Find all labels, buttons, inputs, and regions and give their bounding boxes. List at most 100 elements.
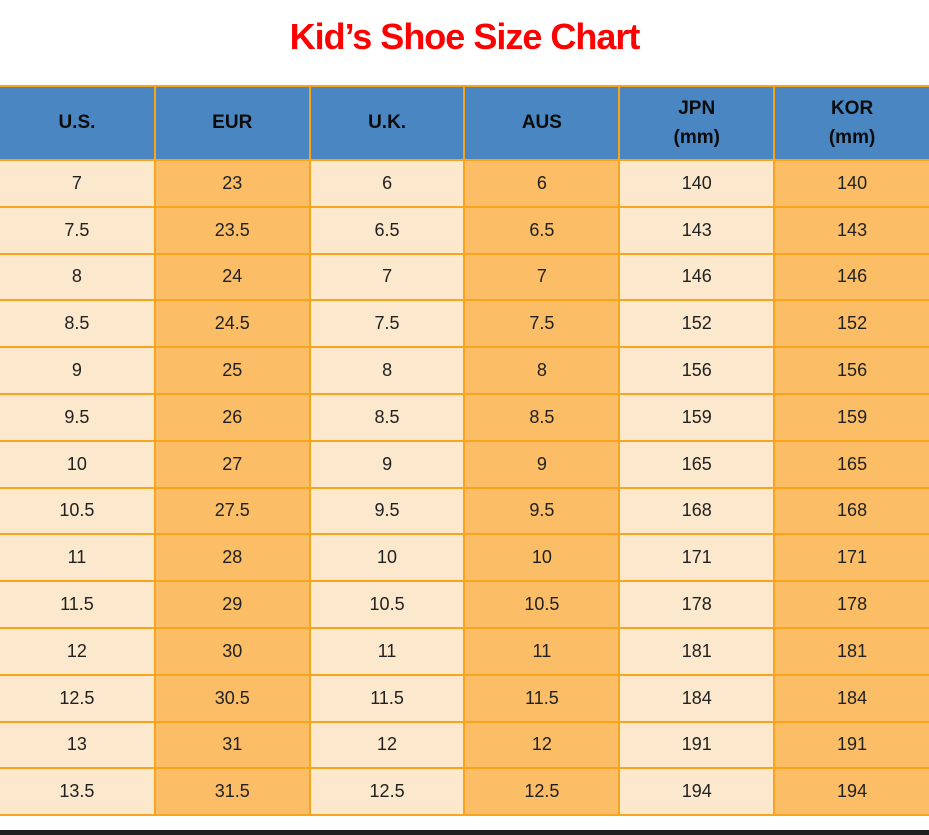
- table-cell: 178: [618, 580, 776, 629]
- table-cell: 10.5: [308, 580, 466, 629]
- column-header-label: EUR: [212, 112, 253, 134]
- table-row: 8.5 24.5 7.5 7.5 152 152: [0, 299, 929, 349]
- table-row: 11.5 29 10.5 10.5 178 178: [0, 580, 929, 629]
- table-cell: 10.5: [0, 486, 156, 536]
- table-cell: 146: [773, 252, 929, 302]
- table-cell: 26: [153, 392, 311, 442]
- column-header-label: U.K.: [368, 112, 407, 134]
- column-header: U.K.: [308, 85, 466, 161]
- table-cell: 7.5: [0, 205, 156, 255]
- table-cell: 27.5: [153, 486, 311, 536]
- table-cell: 6.5: [463, 205, 621, 255]
- table-row: 12 30 11 11 181 181: [0, 626, 929, 676]
- table-cell: 7: [0, 159, 156, 208]
- table-cell: 30: [153, 626, 311, 676]
- table-cell: 194: [773, 767, 929, 817]
- table-cell: 7: [463, 252, 621, 302]
- table-cell: 146: [618, 252, 776, 302]
- column-header: JPN (mm): [618, 85, 776, 161]
- table-cell: 12.5: [0, 673, 156, 723]
- table-cell: 27: [153, 439, 311, 489]
- header-row: U.S. EUR U.K. AUS JPN (mm) KOR (mm): [0, 85, 929, 161]
- table-header: U.S. EUR U.K. AUS JPN (mm) KOR (mm): [0, 85, 929, 161]
- table-cell: 8.5: [0, 299, 156, 349]
- table-cell: 9.5: [308, 486, 466, 536]
- table-cell: 171: [773, 533, 929, 583]
- table-cell: 23.5: [153, 205, 311, 255]
- table-cell: 10.5: [463, 580, 621, 629]
- table-cell: 194: [618, 767, 776, 817]
- table-cell: 12.5: [308, 767, 466, 817]
- table-row: 13.5 31.5 12.5 12.5 194 194: [0, 767, 929, 817]
- table-cell: 184: [618, 673, 776, 723]
- table-cell: 152: [618, 299, 776, 349]
- table-cell: 12.5: [463, 767, 621, 817]
- table-row: 7 23 6 6 140 140: [0, 159, 929, 208]
- table-cell: 10: [463, 533, 621, 583]
- table-cell: 6: [463, 159, 621, 208]
- table-cell: 8: [0, 252, 156, 302]
- table-cell: 156: [618, 346, 776, 395]
- table-cell: 165: [618, 439, 776, 489]
- column-header-label: U.S.: [58, 112, 96, 134]
- table-cell: 159: [618, 392, 776, 442]
- column-header-label: KOR: [830, 97, 874, 119]
- table-cell: 165: [773, 439, 929, 489]
- table-cell: 12: [463, 720, 621, 770]
- table-row: 11 28 10 10 171 171: [0, 533, 929, 583]
- window-bottom-edge: [0, 830, 929, 835]
- table-cell: 181: [773, 626, 929, 676]
- table-cell: 143: [773, 205, 929, 255]
- page: Kid’s Shoe Size Chart U.S. EUR U.K. AUS JPN (…: [0, 14, 929, 835]
- column-header-unit: (mm): [673, 127, 720, 148]
- table-cell: 8: [463, 346, 621, 395]
- table-cell: 168: [773, 486, 929, 536]
- column-header: AUS: [463, 85, 621, 161]
- table-cell: 12: [0, 626, 156, 676]
- table-cell: 9.5: [463, 486, 621, 536]
- column-header: U.S.: [0, 85, 156, 161]
- table-cell: 156: [773, 346, 929, 395]
- table-cell: 178: [773, 580, 929, 629]
- table-row: 7.5 23.5 6.5 6.5 143 143: [0, 205, 929, 255]
- page-title: Kid’s Shoe Size Chart: [289, 16, 641, 57]
- table-row: 9.5 26 8.5 8.5 159 159: [0, 392, 929, 442]
- table-cell: 31: [153, 720, 311, 770]
- table-cell: 181: [618, 626, 776, 676]
- table-cell: 9: [463, 439, 621, 489]
- table-row: 8 24 7 7 146 146: [0, 252, 929, 302]
- table-cell: 24: [153, 252, 311, 302]
- table-row: 9 25 8 8 156 156: [0, 346, 929, 395]
- table-cell: 6.5: [308, 205, 466, 255]
- table-cell: 140: [773, 159, 929, 208]
- table-cell: 143: [618, 205, 776, 255]
- table-cell: 13.5: [0, 767, 156, 817]
- shoe-size-table: U.S. EUR U.K. AUS JPN (mm) KOR (mm) 7 23 6 6 140 140…: [0, 85, 929, 817]
- table-cell: 7.5: [463, 299, 621, 349]
- table-cell: 28: [153, 533, 311, 583]
- column-header: KOR (mm): [773, 85, 929, 161]
- table-cell: 29: [153, 580, 311, 629]
- table-cell: 8.5: [463, 392, 621, 442]
- table-body: 7 23 6 6 140 140 7.5 23.5 6.5 6.5 143 143 8 24 7 7 146 14…: [0, 159, 929, 817]
- table-cell: 168: [618, 486, 776, 536]
- table-cell: 12: [308, 720, 466, 770]
- table-cell: 8: [308, 346, 466, 395]
- table-cell: 171: [618, 533, 776, 583]
- table-cell: 11: [463, 626, 621, 676]
- table-cell: 7.5: [308, 299, 466, 349]
- table-cell: 9.5: [0, 392, 156, 442]
- column-header-unit: (mm): [828, 127, 876, 148]
- table-cell: 31.5: [153, 767, 311, 817]
- column-header-label: AUS: [521, 112, 562, 134]
- table-cell: 11.5: [0, 580, 156, 629]
- table-cell: 9: [0, 346, 156, 395]
- table-cell: 10: [308, 533, 466, 583]
- table-cell: 23: [153, 159, 311, 208]
- table-cell: 11.5: [308, 673, 466, 723]
- table-cell: 25: [153, 346, 311, 395]
- table-row: 10.5 27.5 9.5 9.5 168 168: [0, 486, 929, 536]
- table-cell: 9: [308, 439, 466, 489]
- table-cell: 7: [308, 252, 466, 302]
- table-cell: 11.5: [463, 673, 621, 723]
